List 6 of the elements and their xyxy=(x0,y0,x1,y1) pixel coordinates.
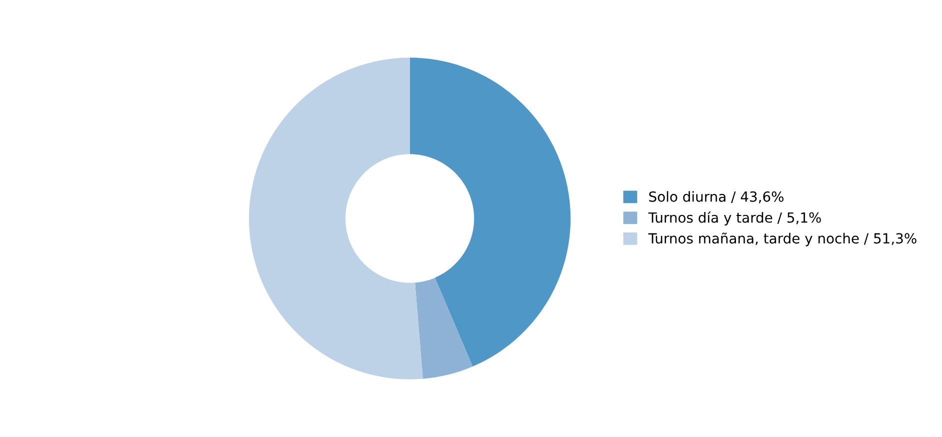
legend-label: Solo diurna / 43,6% xyxy=(649,191,784,204)
donut-slice xyxy=(415,278,473,379)
donut-slice xyxy=(410,58,571,366)
donut-slice xyxy=(248,58,423,380)
legend-label: Turnos día y tarde / 5,1% xyxy=(648,212,821,226)
legend-label: Turnos mañana, tarde y noche / 51,3% xyxy=(648,232,916,246)
